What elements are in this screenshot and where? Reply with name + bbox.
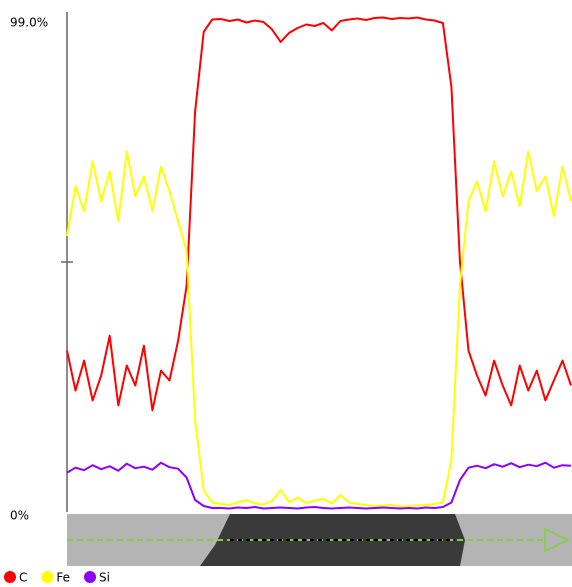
series-line [67, 152, 571, 507]
legend-label: C [19, 571, 27, 585]
y-tick-label: 0% [10, 509, 29, 523]
chart: 0% 99.0% C Fe Si [0, 0, 572, 587]
series-line [67, 18, 571, 411]
legend-marker [41, 571, 53, 583]
series-line [67, 463, 571, 509]
legend-marker [4, 571, 16, 583]
image-strip [67, 514, 572, 566]
legend-label: Fe [56, 571, 70, 585]
legend-marker [84, 571, 96, 583]
y-tick-label: 99.0% [10, 16, 48, 30]
legend-label: Si [99, 571, 110, 585]
